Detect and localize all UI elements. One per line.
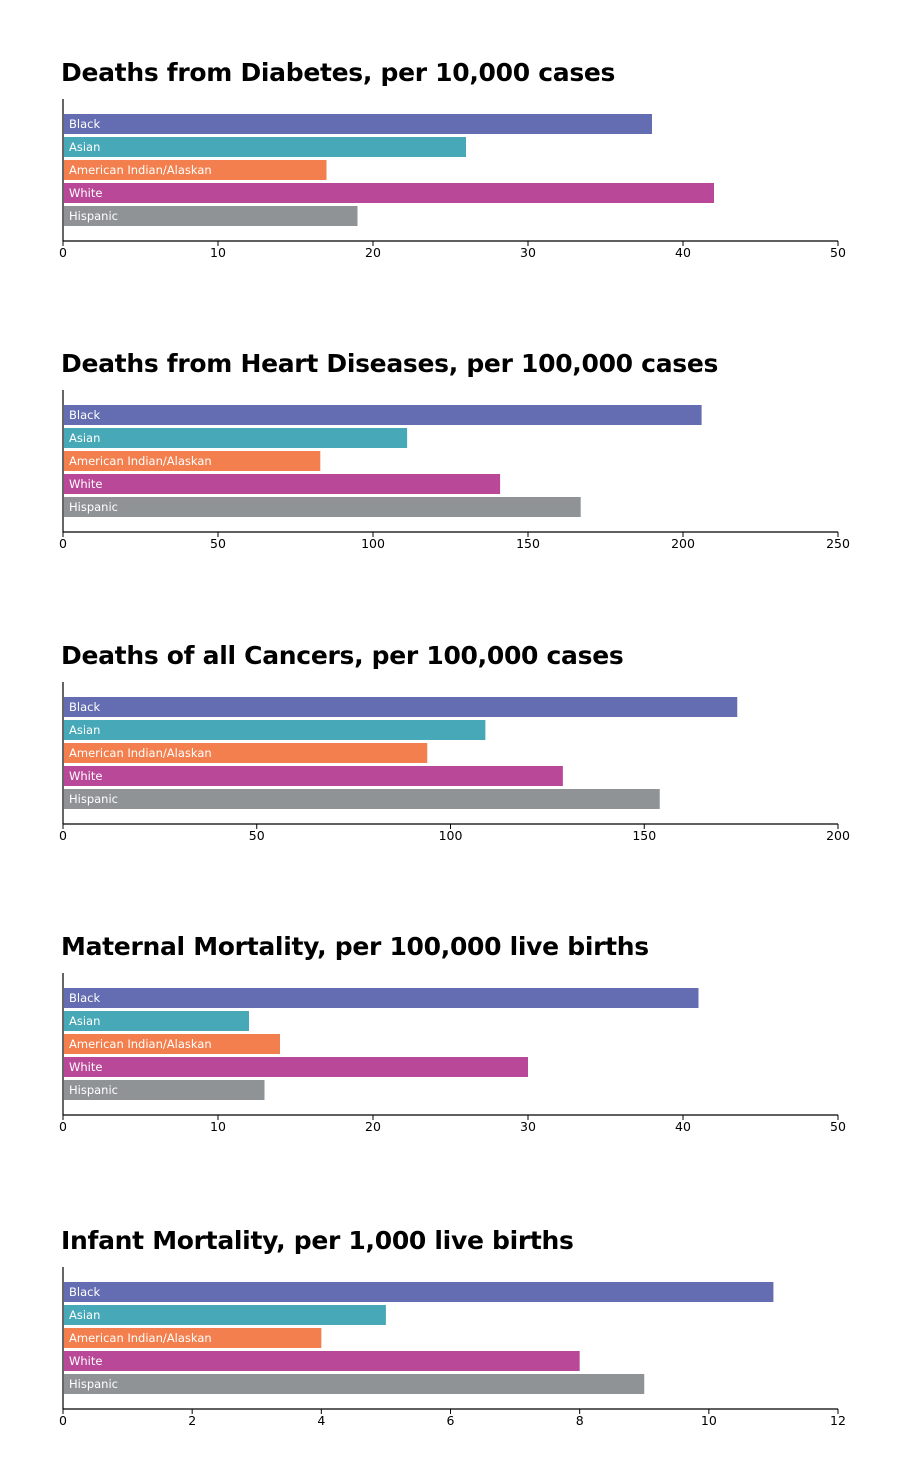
- bar-label: Hispanic: [69, 1083, 118, 1097]
- chart-title: Maternal Mortality, per 100,000 live bir…: [61, 932, 649, 961]
- bar-asian: [64, 428, 408, 448]
- x-tick-label: 50: [249, 828, 265, 843]
- x-tick-label: 0: [59, 1413, 67, 1428]
- x-tick-label: 20: [365, 1119, 381, 1134]
- bar-label: Asian: [69, 1014, 100, 1028]
- bar-label: Black: [69, 700, 100, 714]
- chart-title: Deaths from Heart Diseases, per 100,000 …: [61, 349, 719, 378]
- bar-black: [64, 697, 738, 717]
- bar-label: Black: [69, 408, 100, 422]
- x-tick-label: 8: [576, 1413, 584, 1428]
- x-tick-label: 20: [365, 245, 381, 260]
- bar-white: [64, 1351, 580, 1371]
- bar-white: [64, 766, 563, 786]
- bar-white: [64, 183, 714, 203]
- bar-american-indian-alaskan: [64, 451, 321, 471]
- x-tick-label: 6: [447, 1413, 455, 1428]
- bar-label: Hispanic: [69, 1377, 118, 1391]
- bar-chart-svg: Black Asian American Indian/Alaskan White Hi…: [59, 1267, 846, 1428]
- bar-hispanic: [64, 1374, 645, 1394]
- bar-label: White: [69, 1354, 102, 1368]
- x-tick-label: 10: [210, 245, 226, 260]
- x-tick-label: 40: [675, 1119, 691, 1134]
- bar-hispanic: [64, 1080, 265, 1100]
- bar-black: [64, 405, 702, 425]
- bar-label: Hispanic: [69, 792, 118, 806]
- x-tick-label: 10: [210, 1119, 226, 1134]
- bar-chart-svg: Black Asian American Indian/Alaskan White Hi…: [59, 682, 850, 843]
- x-tick-label: 0: [59, 245, 67, 260]
- x-tick-label: 100: [439, 828, 463, 843]
- bar-label: White: [69, 186, 102, 200]
- chart-title: Deaths from Diabetes, per 10,000 cases: [61, 58, 616, 87]
- x-tick-label: 12: [830, 1413, 846, 1428]
- x-tick-label: 150: [632, 828, 656, 843]
- bar-label: American Indian/Alaskan: [69, 163, 212, 177]
- chart-title: Infant Mortality, per 1,000 live births: [61, 1226, 574, 1255]
- bar-black: [64, 114, 652, 134]
- bar-white: [64, 1057, 528, 1077]
- bar-label: Hispanic: [69, 500, 118, 514]
- x-tick-label: 4: [317, 1413, 325, 1428]
- bar-label: Asian: [69, 140, 100, 154]
- bar-asian: [64, 720, 486, 740]
- bar-label: White: [69, 477, 102, 491]
- bar-black: [64, 988, 699, 1008]
- bar-label: Asian: [69, 723, 100, 737]
- bar-label: American Indian/Alaskan: [69, 454, 212, 468]
- bar-asian: [64, 137, 466, 157]
- bar-chart-svg: Black Asian American Indian/Alaskan White Hi…: [59, 390, 850, 551]
- x-tick-label: 200: [826, 828, 850, 843]
- bar-american-indian-alaskan: [64, 1034, 280, 1054]
- bar-label: Hispanic: [69, 209, 118, 223]
- bar-black: [64, 1282, 774, 1302]
- x-tick-label: 0: [59, 1119, 67, 1134]
- bar-asian: [64, 1011, 249, 1031]
- bar-american-indian-alaskan: [64, 160, 327, 180]
- x-tick-label: 250: [826, 536, 850, 551]
- bar-white: [64, 474, 501, 494]
- bar-label: Black: [69, 1285, 100, 1299]
- x-tick-label: 30: [520, 245, 536, 260]
- bar-label: Asian: [69, 1308, 100, 1322]
- bar-label: Black: [69, 117, 100, 131]
- x-tick-label: 0: [59, 828, 67, 843]
- bar-label: American Indian/Alaskan: [69, 1331, 212, 1345]
- x-tick-label: 30: [520, 1119, 536, 1134]
- bar-label: White: [69, 769, 102, 783]
- x-tick-label: 100: [361, 536, 385, 551]
- bar-hispanic: [64, 789, 660, 809]
- bar-chart-svg: Black Asian American Indian/Alaskan White Hi…: [59, 973, 846, 1134]
- bar-label: American Indian/Alaskan: [69, 1037, 212, 1051]
- bar-label: Black: [69, 991, 100, 1005]
- bar-label: American Indian/Alaskan: [69, 746, 212, 760]
- x-tick-label: 150: [516, 536, 540, 551]
- chart-title: Deaths of all Cancers, per 100,000 cases: [61, 641, 624, 670]
- bar-american-indian-alaskan: [64, 743, 428, 763]
- bar-chart-svg: Black Asian American Indian/Alaskan White Hi…: [59, 99, 846, 260]
- x-tick-label: 200: [671, 536, 695, 551]
- bar-label: Asian: [69, 431, 100, 445]
- x-tick-label: 0: [59, 536, 67, 551]
- bar-american-indian-alaskan: [64, 1328, 322, 1348]
- x-tick-label: 40: [675, 245, 691, 260]
- x-tick-label: 50: [830, 1119, 846, 1134]
- bar-hispanic: [64, 206, 358, 226]
- x-tick-label: 50: [210, 536, 226, 551]
- x-tick-label: 2: [188, 1413, 196, 1428]
- bar-label: White: [69, 1060, 102, 1074]
- x-tick-label: 50: [830, 245, 846, 260]
- bar-asian: [64, 1305, 386, 1325]
- bar-hispanic: [64, 497, 581, 517]
- x-tick-label: 10: [701, 1413, 717, 1428]
